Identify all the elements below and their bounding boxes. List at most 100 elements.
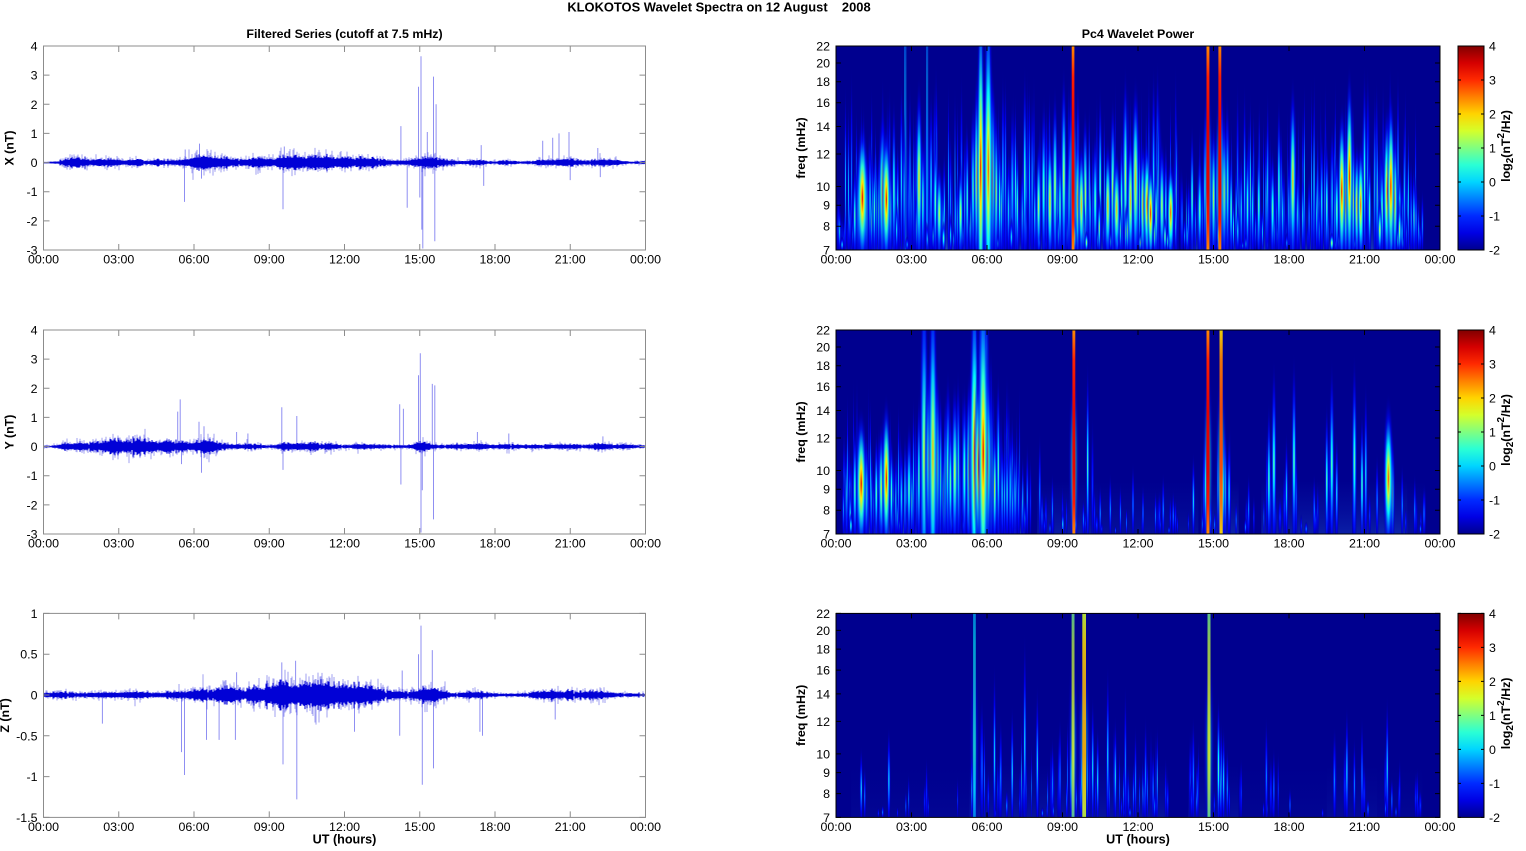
svg-text:8: 8 (823, 787, 830, 801)
svg-text:21:00: 21:00 (555, 820, 586, 834)
svg-text:0: 0 (31, 440, 38, 454)
svg-text:20: 20 (816, 57, 830, 71)
svg-text:-2: -2 (26, 214, 37, 228)
svg-text:0: 0 (1489, 460, 1496, 474)
svg-text:09:00: 09:00 (254, 820, 285, 834)
svg-text:20: 20 (816, 624, 830, 638)
svg-text:14: 14 (816, 404, 830, 418)
svg-text:X (nT): X (nT) (3, 130, 17, 165)
svg-text:15:00: 15:00 (1198, 537, 1229, 551)
svg-text:00:00: 00:00 (820, 820, 851, 834)
svg-text:4: 4 (1489, 324, 1496, 338)
svg-text:7: 7 (823, 244, 830, 258)
svg-text:9: 9 (823, 766, 830, 780)
svg-text:-1.5: -1.5 (16, 811, 37, 825)
svg-text:0: 0 (1489, 176, 1496, 190)
svg-text:18:00: 18:00 (479, 537, 510, 551)
svg-text:12:00: 12:00 (1122, 537, 1153, 551)
svg-text:3: 3 (1489, 358, 1496, 372)
svg-text:15:00: 15:00 (404, 253, 435, 267)
svg-text:00:00: 00:00 (28, 537, 59, 551)
svg-text:21:00: 21:00 (1349, 253, 1380, 267)
svg-text:06:00: 06:00 (178, 253, 209, 267)
svg-text:9: 9 (823, 483, 830, 497)
svg-text:00:00: 00:00 (630, 537, 661, 551)
svg-text:1: 1 (1489, 709, 1496, 723)
svg-text:16: 16 (816, 380, 830, 394)
svg-text:09:00: 09:00 (1047, 253, 1078, 267)
svg-text:03:00: 03:00 (896, 537, 927, 551)
svg-text:18: 18 (816, 359, 830, 373)
svg-text:06:00: 06:00 (178, 820, 209, 834)
svg-text:4: 4 (31, 40, 38, 54)
svg-text:18: 18 (816, 643, 830, 657)
svg-text:Pc4 Wavelet Power: Pc4 Wavelet Power (1082, 27, 1195, 41)
svg-text:1: 1 (31, 127, 38, 141)
svg-text:15:00: 15:00 (404, 537, 435, 551)
svg-text:15:00: 15:00 (404, 820, 435, 834)
svg-text:00:00: 00:00 (820, 253, 851, 267)
svg-text:15:00: 15:00 (1198, 820, 1229, 834)
svg-text:12:00: 12:00 (329, 253, 360, 267)
svg-text:18:00: 18:00 (1273, 820, 1304, 834)
svg-text:UT (hours): UT (hours) (1106, 833, 1170, 847)
svg-text:log2(nT2/Hz): log2(nT2/Hz) (1496, 110, 1516, 182)
svg-text:03:00: 03:00 (896, 820, 927, 834)
svg-text:10: 10 (816, 180, 830, 194)
svg-text:9: 9 (823, 199, 830, 213)
svg-text:22: 22 (816, 324, 830, 338)
svg-text:03:00: 03:00 (103, 253, 134, 267)
svg-text:1: 1 (1489, 426, 1496, 440)
svg-text:3: 3 (31, 353, 38, 367)
svg-text:03:00: 03:00 (896, 253, 927, 267)
svg-text:18: 18 (816, 75, 830, 89)
svg-text:log2(nT2/Hz): log2(nT2/Hz) (1496, 394, 1516, 466)
svg-text:3: 3 (31, 69, 38, 83)
svg-text:-1: -1 (1489, 777, 1500, 791)
svg-text:00:00: 00:00 (28, 820, 59, 834)
svg-text:18:00: 18:00 (479, 820, 510, 834)
svg-text:00:00: 00:00 (820, 537, 851, 551)
svg-text:09:00: 09:00 (1047, 537, 1078, 551)
svg-text:00:00: 00:00 (28, 253, 59, 267)
svg-text:14: 14 (816, 687, 830, 701)
svg-text:-1: -1 (1489, 494, 1500, 508)
svg-text:10: 10 (816, 747, 830, 761)
svg-text:Y (nT): Y (nT) (3, 415, 17, 450)
svg-text:03:00: 03:00 (103, 537, 134, 551)
svg-text:21:00: 21:00 (555, 253, 586, 267)
svg-text:0: 0 (31, 156, 38, 170)
svg-text:12:00: 12:00 (329, 820, 360, 834)
svg-text:00:00: 00:00 (1424, 820, 1455, 834)
svg-text:0: 0 (31, 689, 38, 703)
svg-text:18:00: 18:00 (479, 253, 510, 267)
svg-text:4: 4 (1489, 607, 1496, 621)
svg-text:-1: -1 (1489, 210, 1500, 224)
svg-text:-2: -2 (1489, 528, 1500, 542)
svg-text:00:00: 00:00 (1424, 537, 1455, 551)
svg-text:log2(nT2/Hz): log2(nT2/Hz) (1496, 678, 1516, 750)
svg-text:06:00: 06:00 (178, 537, 209, 551)
svg-text:1: 1 (1489, 142, 1496, 156)
svg-text:2: 2 (1489, 392, 1496, 406)
svg-text:10: 10 (816, 464, 830, 478)
svg-text:16: 16 (816, 96, 830, 110)
svg-text:freq (mHz): freq (mHz) (794, 117, 808, 178)
svg-text:06:00: 06:00 (971, 820, 1002, 834)
svg-text:3: 3 (1489, 641, 1496, 655)
svg-text:0: 0 (1489, 743, 1496, 757)
svg-text:-3: -3 (26, 244, 37, 258)
svg-text:-2: -2 (1489, 244, 1500, 258)
svg-text:16: 16 (816, 664, 830, 678)
svg-text:22: 22 (816, 40, 830, 54)
svg-text:2: 2 (1489, 108, 1496, 122)
svg-text:00:00: 00:00 (630, 253, 661, 267)
svg-text:-3: -3 (26, 528, 37, 542)
svg-text:freq (mHz): freq (mHz) (794, 685, 808, 746)
svg-text:2: 2 (1489, 675, 1496, 689)
svg-text:22: 22 (816, 607, 830, 621)
svg-text:7: 7 (823, 528, 830, 542)
svg-text:09:00: 09:00 (254, 537, 285, 551)
svg-text:1: 1 (31, 411, 38, 425)
svg-text:KLOKOTOS Wavelet Spectra on 12: KLOKOTOS Wavelet Spectra on 12 August 20… (567, 0, 870, 15)
